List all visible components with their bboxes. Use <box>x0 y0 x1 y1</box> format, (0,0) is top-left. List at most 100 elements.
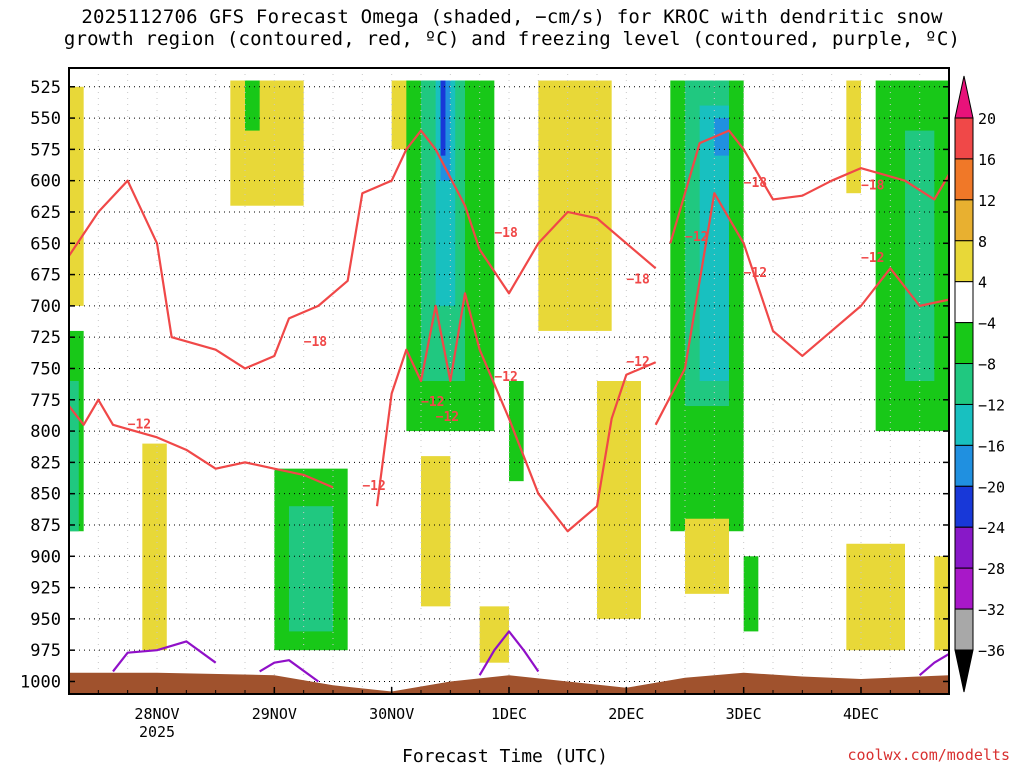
colorbar-label-4: 4 <box>978 274 987 292</box>
colorbar-label-0: 20 <box>978 110 996 128</box>
contour-label-11: −12 <box>744 266 767 281</box>
dgz-contour-0 <box>69 398 334 489</box>
credit-text: coolwx.com/modelts <box>847 746 1010 764</box>
x-tick-label-5: 3DEC <box>726 705 762 723</box>
y-tick-label-15: 900 <box>30 547 61 567</box>
contour-label-1: −18 <box>304 335 328 350</box>
colorbar: 20 16 12 8 4 −4 −8 −12 −16 −20 −24 −28 −32 −36 <box>954 75 1005 693</box>
omega-shade-26 <box>846 543 905 651</box>
colorbar-swatch-12 <box>954 608 974 651</box>
x-tick-label-1: 29NOV <box>252 705 297 723</box>
y-tick-label-18: 975 <box>30 641 61 661</box>
dgz-contour-4 <box>669 129 949 244</box>
omega-shade-19 <box>597 381 641 619</box>
contour-label-7: −12 <box>626 355 649 370</box>
plot-area: −12−18−12−12−12−18−12−12−18−12−18−12−12−… <box>20 67 950 741</box>
colorbar-swatch-4 <box>954 281 974 324</box>
omega-shade-17 <box>509 381 524 482</box>
colorbar-label-13: −36 <box>978 642 1005 660</box>
contour-label-12: −12 <box>861 251 884 266</box>
y-tick-label-5: 650 <box>30 234 61 254</box>
colorbar-label-6: −8 <box>978 356 996 374</box>
freezing-level-contour-3 <box>918 652 949 677</box>
y-tick-label-3: 600 <box>30 172 61 192</box>
contour-label-6: −12 <box>494 370 517 385</box>
dgz-contour-1 <box>69 129 481 370</box>
omega-shade-16 <box>479 606 509 663</box>
contour-label-13: −18 <box>861 178 885 193</box>
contour-label-2: −12 <box>362 479 385 494</box>
omega-shade-18 <box>538 80 612 331</box>
x-axis-label: Forecast Time (UTC) <box>402 746 608 767</box>
y-tick-label-17: 950 <box>30 610 61 630</box>
y-tick-label-10: 775 <box>30 391 61 411</box>
omega-shade-25 <box>743 556 759 632</box>
omega-shade-29 <box>905 130 935 381</box>
contour-label-0: −12 <box>128 418 151 433</box>
y-tick-label-14: 875 <box>30 516 61 536</box>
y-tick-label-9: 750 <box>30 359 61 379</box>
contour-label-10: −18 <box>744 176 768 191</box>
omega-shade-27 <box>846 80 861 194</box>
freezing-level-contour-0 <box>112 640 217 673</box>
omega-shade-0 <box>69 86 84 306</box>
colorbar-label-1: 16 <box>978 151 996 169</box>
y-tick-label-4: 625 <box>30 203 61 223</box>
y-tick-label-0: 525 <box>30 78 61 98</box>
omega-shade-24 <box>685 518 729 594</box>
y-tick-label-7: 700 <box>30 297 61 317</box>
colorbar-label-11: −28 <box>978 560 1005 578</box>
y-tick-label-1: 550 <box>30 109 61 129</box>
surface-terrain <box>69 672 949 694</box>
chart-title: 2025112706 GFS Forecast Omega (shaded, −… <box>0 6 1024 50</box>
colorbar-swatch-5 <box>954 322 974 365</box>
y-tick-label-16: 925 <box>30 579 61 599</box>
omega-shade-30 <box>934 556 949 651</box>
omega-shade-15 <box>421 456 451 607</box>
contour-label-5: −18 <box>494 226 518 241</box>
omega-shade-4 <box>230 80 304 206</box>
title-line-2: growth region (contoured, red, ºC) and f… <box>63 28 961 50</box>
omega-shade-3 <box>142 443 167 651</box>
omega-shade-23 <box>714 118 729 156</box>
colorbar-label-3: 8 <box>978 233 987 251</box>
colorbar-swatch-6 <box>954 363 974 405</box>
colorbar-label-12: −32 <box>978 601 1005 619</box>
omega-shade-5 <box>245 80 260 131</box>
y-tick-label-19: 1000 <box>20 672 61 692</box>
colorbar-label-2: 12 <box>978 192 996 210</box>
dgz-contour-2 <box>375 292 657 533</box>
y-tick-label-11: 800 <box>30 422 61 442</box>
contour-label-4: −12 <box>436 410 459 425</box>
contour-label-8: −18 <box>626 272 650 287</box>
colorbar-label-7: −12 <box>978 396 1005 414</box>
contour-label-3: −12 <box>421 395 444 410</box>
omega-shade-2 <box>69 381 79 532</box>
omega-shade-14 <box>440 80 446 156</box>
y-tick-label-6: 675 <box>30 266 61 286</box>
dgz-contour-5 <box>654 192 949 426</box>
x-tick-label-6: 4DEC <box>843 705 879 723</box>
title-line-1: 2025112706 GFS Forecast Omega (shaded, −… <box>81 6 943 28</box>
omega-shade-8 <box>274 80 289 181</box>
y-tick-label-12: 825 <box>30 453 61 473</box>
colorbar-label-5: −4 <box>978 315 996 333</box>
contour-label-9: −12 <box>685 230 708 245</box>
colorbar-bottom-arrow <box>954 649 974 693</box>
x-tick-sublabel-0: 2025 <box>139 723 175 741</box>
y-tick-label-8: 725 <box>30 328 61 348</box>
colorbar-swatch-8 <box>954 444 974 487</box>
x-tick-label-2: 30NOV <box>369 705 414 723</box>
colorbar-swatch-0 <box>954 117 974 160</box>
omega-shade-7 <box>289 506 333 632</box>
y-tick-label-13: 850 <box>30 485 61 505</box>
y-tick-label-2: 575 <box>30 140 61 160</box>
x-tick-label-3: 1DEC <box>491 705 527 723</box>
colorbar-swatch-9 <box>954 485 974 528</box>
x-tick-label-0: 28NOV <box>134 705 179 723</box>
colorbar-swatch-2 <box>954 199 974 242</box>
freezing-level-contour-2 <box>478 630 540 676</box>
colorbar-top-arrow <box>954 75 974 119</box>
freezing-level-contour-1 <box>259 659 319 683</box>
